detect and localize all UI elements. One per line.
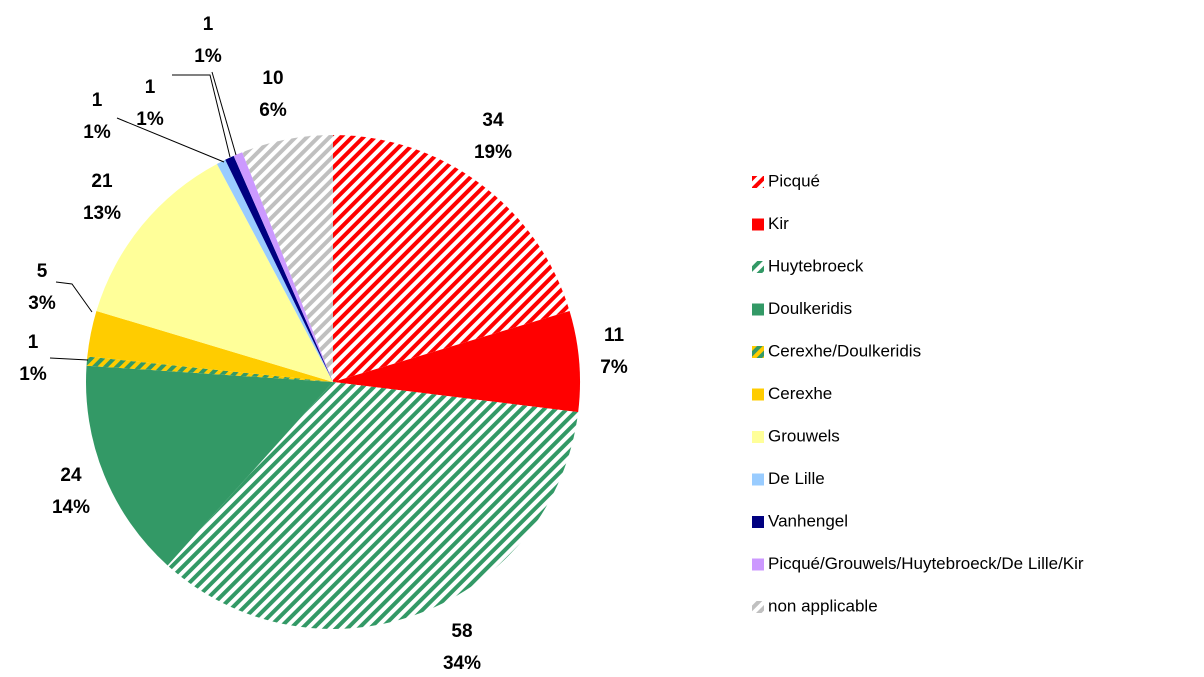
data-label: 34 bbox=[482, 110, 504, 131]
pie-slice bbox=[333, 135, 570, 382]
legend-swatch bbox=[752, 431, 764, 443]
leader-line bbox=[211, 71, 237, 156]
legend-swatch bbox=[752, 388, 764, 401]
percent-label: 6% bbox=[259, 100, 287, 121]
data-label: 24 bbox=[60, 465, 82, 486]
legend-label: Huytebroeck bbox=[768, 256, 864, 275]
data-label: 1 bbox=[203, 14, 214, 35]
pie-slice bbox=[86, 356, 334, 382]
data-label: 1 bbox=[28, 332, 39, 353]
percent-label: 19% bbox=[474, 142, 512, 163]
percent-label: 1% bbox=[83, 122, 111, 143]
data-label: 10 bbox=[262, 68, 283, 89]
leader-line bbox=[172, 74, 231, 158]
percent-label: 3% bbox=[28, 293, 56, 314]
legend-swatch bbox=[752, 303, 764, 316]
legend-swatch bbox=[752, 473, 764, 486]
pie-slice bbox=[233, 152, 333, 382]
percent-label: 1% bbox=[19, 364, 47, 385]
legend-label: Kir bbox=[768, 214, 789, 233]
leader-line bbox=[116, 117, 225, 163]
data-label: 11 bbox=[604, 325, 625, 346]
legend-swatch bbox=[752, 558, 764, 571]
legend-label: De Lille bbox=[768, 469, 825, 488]
percent-label: 13% bbox=[83, 203, 121, 224]
pie-slice bbox=[333, 310, 580, 413]
legend-label: Vanhengel bbox=[768, 511, 848, 530]
legend-label: Doulkeridis bbox=[768, 299, 852, 318]
legend-swatch bbox=[752, 346, 764, 358]
data-label: 5 bbox=[37, 261, 48, 282]
data-label: 1 bbox=[92, 90, 103, 111]
data-label: 58 bbox=[451, 621, 472, 642]
data-label: 1 bbox=[145, 77, 156, 98]
percent-label: 14% bbox=[52, 497, 90, 518]
legend-label: Grouwels bbox=[768, 426, 840, 445]
pie-slice bbox=[87, 310, 333, 382]
legend-label: Cerexhe bbox=[768, 384, 832, 403]
pie-slice bbox=[96, 163, 334, 382]
data-label: 21 bbox=[91, 171, 113, 192]
legend-swatch bbox=[752, 218, 764, 231]
leader-line bbox=[55, 281, 93, 313]
pie-slice bbox=[242, 135, 333, 382]
legend-label: Picqué bbox=[768, 171, 820, 190]
legend-swatch bbox=[752, 261, 764, 273]
pie-slice bbox=[167, 382, 579, 629]
percent-label: 1% bbox=[194, 46, 222, 67]
percent-label: 7% bbox=[600, 357, 628, 378]
legend-label: Picqué/Grouwels/Huytebroeck/De Lille/Kir bbox=[768, 554, 1084, 573]
pie-slice bbox=[216, 159, 333, 382]
legend-label: non applicable bbox=[768, 596, 878, 615]
percent-label: 34% bbox=[443, 653, 481, 674]
pie-slice bbox=[225, 155, 333, 382]
legend-swatch bbox=[752, 176, 764, 188]
legend-swatch bbox=[752, 516, 764, 528]
legend-swatch bbox=[752, 601, 764, 613]
leader-line bbox=[49, 357, 89, 361]
legend-label: Cerexhe/Doulkeridis bbox=[768, 341, 921, 360]
pie-slice bbox=[86, 365, 334, 566]
percent-label: 1% bbox=[136, 109, 164, 130]
